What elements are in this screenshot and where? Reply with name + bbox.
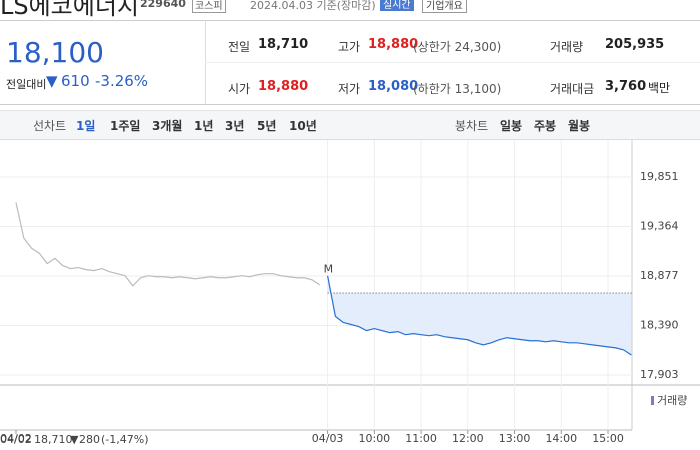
open-marker: M [324, 263, 334, 276]
cell-label: 시가 [228, 82, 251, 96]
line [327, 275, 632, 356]
tab[interactable]: 1일 [76, 119, 96, 133]
tab[interactable]: 3년 [225, 119, 245, 133]
cell-value: 205,935 [605, 37, 665, 52]
current-price: 18,100 [6, 36, 104, 69]
tab[interactable]: 5년 [257, 119, 277, 133]
x-tick-label: 11:00 [405, 432, 437, 445]
footer-date: 04/02 [0, 433, 32, 446]
tab[interactable]: 주봉 [534, 119, 557, 133]
cell-label: 거래량 [550, 40, 584, 54]
cell-note: (하한가 13,100) [413, 82, 502, 96]
footer-rate: (-1,47%) [101, 433, 149, 446]
x-tick-label: 04/02 [0, 432, 32, 445]
cell-label: 고가 [338, 40, 361, 54]
x-tick-label: 14:00 [545, 432, 577, 445]
tab[interactable]: 일봉 [500, 119, 523, 133]
area [327, 275, 632, 356]
y-tick-label: 18,390 [640, 319, 679, 332]
cell-note: (상한가 24,300) [413, 40, 502, 54]
tab[interactable]: 1년 [194, 119, 214, 133]
volume-legend-swatch [651, 396, 654, 405]
tab-bar [0, 110, 700, 140]
cell-unit: 백만 [648, 81, 671, 95]
y-tick-label: 19,851 [640, 170, 679, 183]
y-tick-label: 18,877 [640, 269, 679, 282]
y-tick-label: 17,903 [640, 368, 679, 381]
cell-label: 저가 [338, 82, 361, 96]
x-tick-label: 12:00 [452, 432, 484, 445]
cell-value: 18,880 [368, 37, 419, 52]
change-label: 전일대비 [6, 78, 47, 91]
y-tick-label: 19,364 [640, 220, 679, 233]
footer-price: 18,710 [34, 433, 73, 446]
x-tick-label: 15:00 [592, 432, 624, 445]
stock-name: LS에코에너지 [0, 0, 140, 20]
x-tick-label: 13:00 [499, 432, 531, 445]
tab-label: 선차트 [33, 119, 67, 133]
tab-label: 봉차트 [455, 119, 489, 133]
date: 2024.04.03 기준(장마감) [250, 0, 376, 12]
cell-value: 3,760 [605, 79, 647, 94]
tab[interactable]: 1주일 [110, 119, 141, 133]
volume-label: 거래량 [657, 394, 687, 407]
tab[interactable]: 월봉 [568, 119, 591, 133]
line [15, 202, 321, 287]
divider [0, 104, 700, 105]
company-button[interactable]: 기업개요 [422, 0, 467, 13]
cell-value: 18,710 [258, 37, 309, 52]
change: 610 [61, 72, 90, 90]
chart: 19,851 19,364 18,877 18,390 17,903 04/02 04/03… [0, 140, 700, 446]
footer-change: 280 [79, 433, 100, 446]
cell-label: 거래대금 [550, 82, 595, 96]
tab[interactable]: 10년 [289, 119, 317, 133]
x-tick-label: 04/03 [312, 432, 344, 445]
market-badge: 코스피 [192, 0, 226, 13]
realtime-button[interactable]: 실시간 [380, 0, 414, 11]
tab[interactable]: 3개월 [152, 119, 183, 133]
footer-arrow: ▼ [70, 433, 79, 446]
change-arrow: ▼ [46, 72, 58, 90]
divider [0, 20, 700, 21]
cell-label: 전일 [228, 40, 251, 54]
cell-value: 18,880 [258, 79, 309, 94]
x-tick-label: 10:00 [358, 432, 390, 445]
cell-value: 18,080 [368, 79, 419, 94]
divider [205, 62, 700, 63]
change-rate: -3.26% [95, 72, 149, 90]
stock-code: 229640 [140, 0, 186, 10]
